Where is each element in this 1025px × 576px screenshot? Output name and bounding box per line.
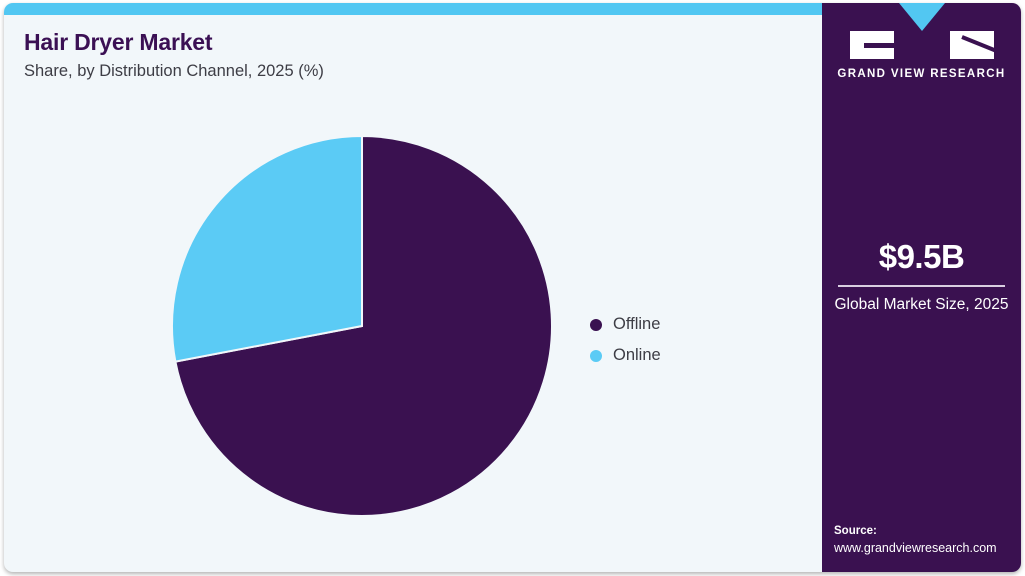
pie-chart	[169, 133, 555, 519]
brand-panel: GRAND VIEW RESEARCH $9.5B Global Market …	[822, 3, 1021, 572]
market-size-caption: Global Market Size, 2025	[834, 295, 1009, 313]
legend-label-offline: Offline	[613, 315, 661, 333]
logo-v-triangle-icon	[898, 3, 945, 59]
logo-g-icon	[849, 31, 894, 59]
report-card: Hair Dryer Market Share, by Distribution…	[4, 3, 1021, 572]
legend-swatch-offline	[590, 318, 602, 331]
market-size-value: $9.5B	[878, 238, 965, 275]
chart-legend: Offline Online	[590, 309, 661, 371]
logo-wordmark: GRAND VIEW RESEARCH	[837, 68, 1006, 80]
source-block: Source: www.grandviewresearch.com	[834, 523, 1013, 557]
chart-main-area: Hair Dryer Market Share, by Distribution…	[4, 15, 822, 572]
pie-slice-online[interactable]	[171, 134, 363, 363]
source-label: Source:	[834, 525, 877, 538]
logo-marks	[822, 3, 1021, 59]
legend-swatch-online	[590, 349, 602, 362]
legend-item-online[interactable]: Online	[590, 340, 661, 371]
pie-slice-offline[interactable]	[174, 134, 553, 517]
source-url[interactable]: www.grandviewresearch.com	[834, 541, 997, 556]
page-title: Hair Dryer Market	[24, 29, 213, 55]
logo-r-icon	[949, 31, 994, 59]
legend-item-offline[interactable]: Offline	[590, 309, 661, 340]
top-accent-bar	[4, 3, 822, 15]
pie-chart-svg	[171, 134, 553, 517]
pie-slice-group	[171, 134, 553, 517]
stat-divider	[838, 284, 1005, 287]
legend-label-online: Online	[613, 346, 661, 364]
page-subtitle: Share, by Distribution Channel, 2025 (%)	[24, 62, 324, 80]
grand-view-research-logo: GRAND VIEW RESEARCH	[822, 3, 1021, 80]
market-size-stat: $9.5B Global Market Size, 2025	[832, 238, 1011, 315]
